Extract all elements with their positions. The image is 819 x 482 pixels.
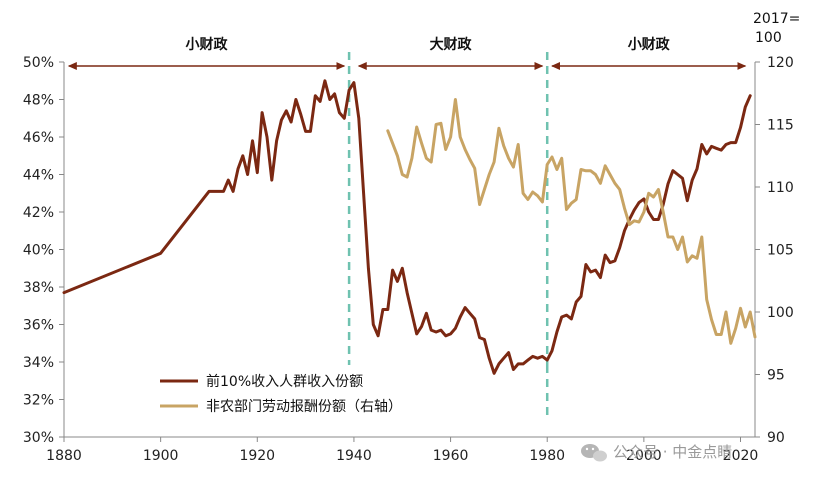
right-tick-label: 100 xyxy=(767,305,794,321)
right-tick-label: 105 xyxy=(767,243,794,259)
series-line-labor-share xyxy=(386,98,757,345)
period-label: 大财政 xyxy=(430,36,473,53)
right-axis-ticks: 90 95 100 105 110 115 120 xyxy=(755,55,794,446)
right-tick-label: 90 xyxy=(767,430,785,446)
x-tick-label: 1940 xyxy=(336,448,372,464)
legend-label-labor: 非农部门劳动报酬份额（右轴） xyxy=(206,399,402,415)
x-tick-label: 1920 xyxy=(239,448,275,464)
left-tick-label: 48% xyxy=(23,93,54,109)
x-tick-label: 2000 xyxy=(626,448,662,464)
right-tick-label: 95 xyxy=(767,368,785,384)
x-tick-label: 2020 xyxy=(723,448,759,464)
series-line-top10-income-share xyxy=(62,79,752,375)
legend-label-top10: 前10%收入人群收入份额 xyxy=(206,373,363,390)
x-tick-label: 1980 xyxy=(529,448,565,464)
period-label: 小财政 xyxy=(186,36,229,53)
right-axis-unit-line2: 100 xyxy=(755,30,782,46)
period-label: 小财政 xyxy=(628,36,671,53)
series-lines xyxy=(62,79,757,375)
left-tick-label: 46% xyxy=(23,130,54,146)
left-axis-ticks: 30% 32% 34% 36% 38% 40% 42% 44% 46% 48% 50% xyxy=(23,55,64,446)
x-axis-ticks: 1880 1900 1920 1940 1960 1980 2000 2020 xyxy=(46,437,758,464)
right-tick-label: 110 xyxy=(767,180,794,196)
left-tick-label: 44% xyxy=(23,168,54,184)
right-tick-label: 120 xyxy=(767,55,794,71)
left-tick-label: 32% xyxy=(23,393,54,409)
left-tick-label: 30% xyxy=(23,430,54,446)
period-dividers xyxy=(347,52,549,420)
legend: 前10%收入人群收入份额 非农部门劳动报酬份额（右轴） xyxy=(160,373,402,415)
wechat-icon xyxy=(581,444,607,462)
x-tick-label: 1960 xyxy=(433,448,469,464)
left-tick-label: 50% xyxy=(23,55,54,71)
left-tick-label: 42% xyxy=(23,205,54,221)
x-tick-label: 1880 xyxy=(46,448,82,464)
left-tick-label: 36% xyxy=(23,318,54,334)
period-arrows: 小财政 大财政 小财政 xyxy=(67,36,747,70)
x-tick-label: 1900 xyxy=(143,448,179,464)
left-tick-label: 40% xyxy=(23,243,54,259)
left-tick-label: 38% xyxy=(23,280,54,296)
left-tick-label: 34% xyxy=(23,355,54,371)
watermark-text: 公众号 · 中金点睛 xyxy=(613,443,732,461)
right-axis-unit-line1: 2017= xyxy=(753,11,800,27)
watermark: 公众号 · 中金点睛 xyxy=(581,443,732,462)
right-tick-label: 115 xyxy=(767,118,794,134)
